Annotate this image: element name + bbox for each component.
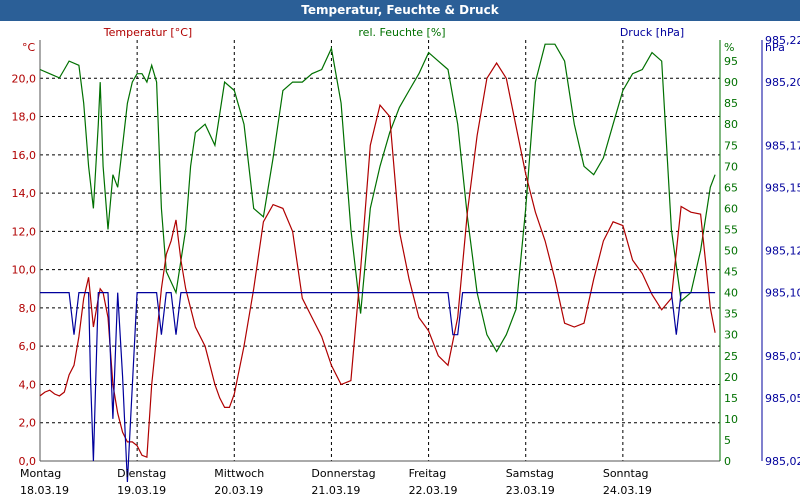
y-humidity-tick-label: 5 [724, 434, 731, 447]
y-left-tick-label: 10,0 [12, 264, 37, 277]
x-day-label: Montag [20, 467, 61, 480]
y-humidity-tick-label: 10 [724, 413, 738, 426]
y-humidity-tick-label: 45 [724, 266, 738, 279]
x-date-label: 21.03.19 [311, 484, 360, 497]
x-day-label: Samstag [506, 467, 554, 480]
x-day-label: Donnerstag [311, 467, 375, 480]
y-left-tick-label: 20,0 [12, 72, 37, 85]
y-humidity-tick-label: 15 [724, 392, 738, 405]
y-humidity-tick-label: 75 [724, 139, 738, 152]
x-day-label: Mittwoch [214, 467, 264, 480]
pressure-line [40, 292, 716, 483]
y-humidity-tick-label: 80 [724, 118, 738, 131]
y-humidity-tick-label: 20 [724, 371, 738, 384]
x-date-label: 23.03.19 [506, 484, 555, 497]
y-humidity-tick-label: 55 [724, 223, 738, 236]
y-humidity-tick-label: 40 [724, 287, 738, 300]
y-left-tick-label: 8,0 [19, 302, 37, 315]
y-humidity-tick-label: 95 [724, 55, 738, 68]
y-left-tick-label: 12,0 [12, 225, 37, 238]
y-pressure-tick-label: 985,07 [765, 350, 800, 363]
x-day-label: Sonntag [603, 467, 649, 480]
series-title-temperature: Temperatur [°C] [103, 26, 192, 39]
grid [40, 40, 720, 461]
temperature-line [39, 61, 716, 459]
axes [39, 40, 763, 462]
x-date-label: 20.03.19 [214, 484, 263, 497]
y-left-tick-label: 4,0 [19, 378, 37, 391]
x-day-label: Freitag [409, 467, 447, 480]
y-humidity-tick-label: 85 [724, 97, 738, 110]
y-left-tick-label: 2,0 [19, 417, 37, 430]
y-humidity-tick-label: 60 [724, 202, 738, 215]
y-humidity-tick-label: 35 [724, 308, 738, 321]
y-pressure-tick-label: 985,10 [765, 287, 800, 300]
y-humidity-tick-label: 90 [724, 76, 738, 89]
y-pressure-tick-label: 985,02 [765, 455, 800, 468]
y-pressure-tick-label: 985,12 [765, 245, 800, 258]
unit-pressure: hPa [765, 41, 785, 54]
series-title-humidity: rel. Feuchte [%] [358, 26, 445, 39]
y-left-tick-label: 6,0 [19, 340, 37, 353]
x-date-label: 24.03.19 [603, 484, 652, 497]
y-humidity-tick-label: 0 [724, 455, 731, 468]
x-date-label: 22.03.19 [409, 484, 458, 497]
y-pressure-tick-label: 985,20 [765, 76, 800, 89]
y-left-tick-label: 14,0 [12, 187, 37, 200]
y-humidity-tick-label: 25 [724, 350, 738, 363]
y-pressure-tick-label: 985,15 [765, 181, 800, 194]
labels: 0,0 2,0 4,0 6,0 8,0 10,0 12,0 14,0 16,0 18,0 20,0 0… [12, 26, 800, 497]
humidity-line [39, 43, 716, 353]
y-humidity-tick-label: 30 [724, 329, 738, 342]
x-date-label: 18.03.19 [20, 484, 69, 497]
y-pressure-tick-label: 985,17 [765, 139, 800, 152]
series [39, 43, 716, 483]
window-title: Temperatur, Feuchte & Druck [0, 0, 800, 21]
y-left-tick-label: 18,0 [12, 111, 37, 124]
y-humidity-tick-label: 50 [724, 245, 738, 258]
y-left-tick-label: 0,0 [19, 455, 37, 468]
series-title-pressure: Druck [hPa] [620, 26, 684, 39]
x-date-label: 19.03.19 [117, 484, 166, 497]
unit-temperature: °C [22, 41, 36, 54]
unit-humidity: % [724, 41, 734, 54]
y-humidity-tick-label: 70 [724, 160, 738, 173]
chart: 0,0 2,0 4,0 6,0 8,0 10,0 12,0 14,0 16,0 18,0 20,0 0… [12, 26, 800, 497]
y-pressure-tick-label: 985,22 [765, 34, 800, 47]
y-left-tick-label: 16,0 [12, 149, 37, 162]
y-pressure-tick-label: 985,05 [765, 392, 800, 405]
x-day-label: Dienstag [117, 467, 166, 480]
y-humidity-tick-label: 65 [724, 181, 738, 194]
